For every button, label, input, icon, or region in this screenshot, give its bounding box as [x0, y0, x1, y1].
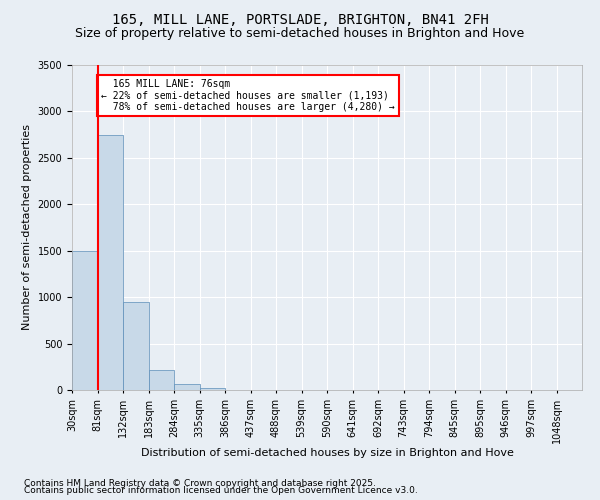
Bar: [199, 388, 225, 390]
Text: Contains public sector information licensed under the Open Government Licence v3: Contains public sector information licen…: [24, 486, 418, 495]
Y-axis label: Number of semi-detached properties: Number of semi-detached properties: [22, 124, 32, 330]
Text: Contains HM Land Registry data © Crown copyright and database right 2025.: Contains HM Land Registry data © Crown c…: [24, 478, 376, 488]
Bar: [123, 302, 149, 390]
Bar: [149, 370, 174, 390]
Text: 165, MILL LANE, PORTSLADE, BRIGHTON, BN41 2FH: 165, MILL LANE, PORTSLADE, BRIGHTON, BN4…: [112, 12, 488, 26]
Text: 165 MILL LANE: 76sqm
← 22% of semi-detached houses are smaller (1,193)
  78% of : 165 MILL LANE: 76sqm ← 22% of semi-detac…: [101, 79, 395, 112]
Bar: [174, 384, 199, 390]
Text: Size of property relative to semi-detached houses in Brighton and Hove: Size of property relative to semi-detach…: [76, 28, 524, 40]
X-axis label: Distribution of semi-detached houses by size in Brighton and Hove: Distribution of semi-detached houses by …: [140, 448, 514, 458]
Bar: [97, 134, 123, 390]
Bar: [72, 250, 97, 390]
